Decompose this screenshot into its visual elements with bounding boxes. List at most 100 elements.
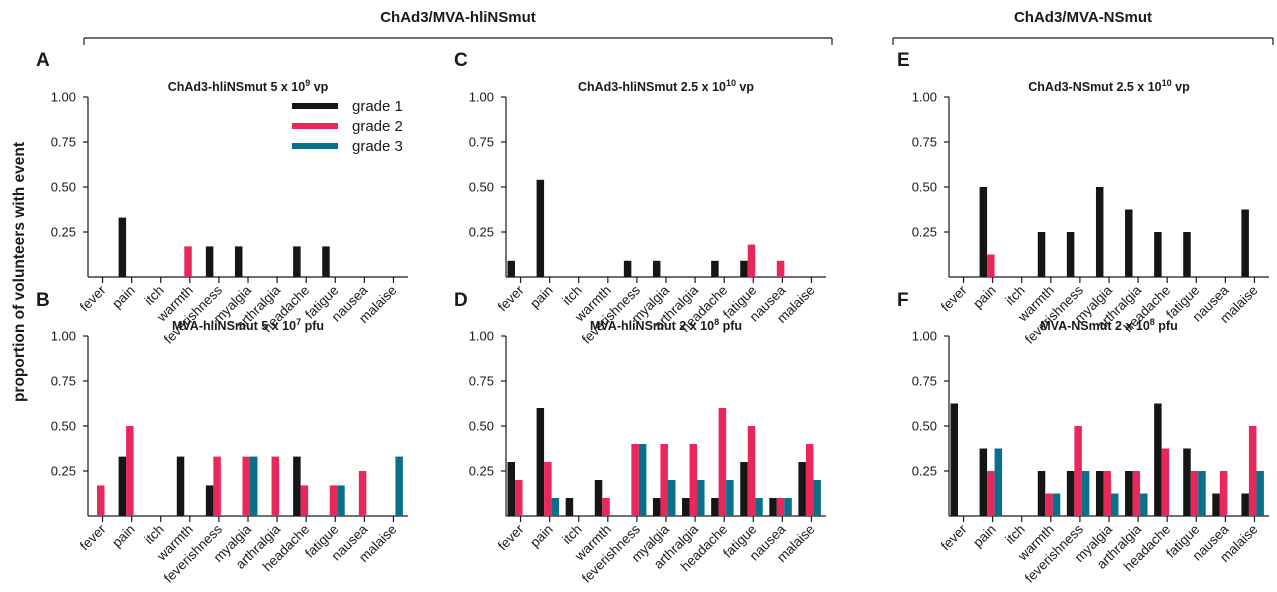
y-tick-label-f: 0.50 [912, 419, 937, 434]
bar-b-grade-1-headache [293, 456, 301, 516]
bar-b-grade-2-pain [126, 426, 134, 516]
bar-d-grade-2-myalgia [660, 444, 668, 516]
y-tick-label-c: 0.75 [469, 135, 494, 150]
bar-f-grade-1-arthralgia [1125, 471, 1133, 516]
panel-letter-e: E [897, 50, 910, 71]
bar-d-grade-3-headache [726, 480, 734, 516]
panel-c: C ChAd3-hliNSmut 2.5 x 1010 vp 1.00 0.75 0.5… [454, 50, 826, 347]
panel-title-b: MVA-hliNSmut 5 x 107 pfu [172, 317, 324, 333]
x-tick-label-b: pain [109, 522, 138, 551]
bar-c-grade-2-nausea [776, 260, 785, 277]
y-tick-label-b: 1.00 [51, 329, 76, 344]
bar-d-grade-2-warmth [602, 498, 610, 516]
bar-d-grade-3-fatigue [755, 498, 763, 516]
bar-b-grade-2-headache [300, 485, 309, 516]
legend-label-grade-2: grade 2 [352, 118, 403, 135]
bar-e-grade-2-pain [987, 254, 995, 277]
y-tick-label-d: 0.50 [469, 419, 494, 434]
bar-a-grade-1-headache [293, 246, 301, 277]
bar-c-grade-1-headache [711, 260, 719, 277]
group-title-hlinsmut: ChAd3/MVA-hliNSmut [380, 9, 536, 26]
panel-title-f: MVA-NSmut 2 x 108 pfu [1040, 317, 1177, 333]
bar-f-grade-2-arthralgia [1132, 471, 1141, 516]
y-tick-label-a: 0.50 [51, 180, 76, 195]
bar-d-grade-3-arthralgia [697, 480, 705, 516]
bar-d-grade-3-nausea [784, 498, 792, 516]
bar-f-grade-3-fatigue [1198, 471, 1206, 516]
y-tick-label-d: 0.75 [469, 374, 494, 389]
bar-f-grade-3-myalgia [1110, 493, 1119, 516]
y-tick-label-b: 0.25 [51, 464, 76, 479]
y-axis-label: proportion of volunteers with event [11, 142, 28, 402]
bar-f-grade-2-feverishness [1074, 426, 1082, 516]
bar-b-grade-1-feverishness [205, 485, 214, 516]
bar-e-grade-1-fatigue [1183, 232, 1191, 277]
bar-d-grade-1-headache [711, 498, 719, 516]
bar-f-grade-3-arthralgia [1140, 493, 1148, 516]
panel-title-a: ChAd3-hliNSmut 5 x 109 vp [168, 78, 329, 94]
bar-f-grade-3-malaise [1256, 471, 1264, 516]
x-tick-label-d: fever [495, 521, 527, 553]
bar-c-grade-1-fever [507, 260, 515, 277]
y-tick-label-a: 1.00 [51, 90, 76, 105]
bar-e-grade-1-malaise [1241, 209, 1249, 277]
bar-f-grade-3-pain [994, 448, 1003, 516]
y-tick-label-f: 0.75 [912, 374, 937, 389]
y-tick-label-a: 0.75 [51, 135, 76, 150]
x-tick-label-f: fever [938, 521, 970, 553]
x-tick-label-b: fever [77, 521, 109, 553]
panel-letter-d: D [454, 290, 468, 311]
panel-title-d: MVA-hliNSmut 2 x 108 pfu [590, 317, 742, 333]
bar-f-grade-1-malaise [1241, 493, 1249, 516]
panel-a: A ChAd3-hliNSmut 5 x 109 vp 1.00 0.75 0.50 0.… [36, 50, 408, 347]
bar-d-grade-1-fatigue [740, 462, 748, 516]
bar-f-grade-2-warmth [1045, 493, 1053, 516]
panel-title-e: ChAd3-NSmut 2.5 x 1010 vp [1028, 78, 1190, 94]
bar-d-grade-1-itch [565, 498, 574, 516]
bar-a-grade-1-fatigue [322, 246, 330, 277]
bar-c-grade-2-fatigue [747, 244, 756, 277]
legend: grade 1 grade 2 grade 3 [292, 98, 403, 155]
bar-b-grade-2-fatigue [329, 485, 338, 516]
bar-b-grade-2-fever [97, 485, 105, 516]
bar-d-grade-1-fever [507, 462, 515, 516]
y-tick-label-b: 0.50 [51, 419, 76, 434]
bar-a-grade-1-feverishness [205, 246, 214, 277]
x-tick-label-c: pain [527, 283, 556, 312]
panel-letter-b: B [36, 290, 50, 311]
x-tick-label-e: fever [938, 282, 970, 314]
bar-d-grade-2-feverishness [631, 444, 639, 516]
bar-b-grade-2-feverishness [213, 456, 221, 516]
legend-label-grade-3: grade 3 [352, 138, 403, 155]
bar-b-grade-3-myalgia [249, 456, 258, 516]
bar-f-grade-2-fatigue [1190, 471, 1199, 516]
bar-f-grade-2-pain [987, 471, 995, 516]
bar-a-grade-2-warmth [184, 246, 192, 277]
bar-e-grade-1-myalgia [1095, 187, 1104, 277]
bar-b-grade-1-warmth [176, 456, 185, 516]
y-tick-label-f: 0.25 [912, 464, 937, 479]
bar-d-grade-1-arthralgia [682, 498, 690, 516]
bar-d-grade-3-pain [551, 498, 560, 516]
bar-f-grade-1-warmth [1037, 471, 1046, 516]
bar-b-grade-2-nausea [358, 471, 367, 516]
bar-b-grade-3-malaise [395, 456, 403, 516]
bar-c-grade-1-pain [536, 179, 545, 277]
bar-d-grade-2-arthralgia [689, 444, 698, 516]
bar-f-grade-1-pain [979, 448, 988, 516]
bar-f-grade-1-myalgia [1095, 471, 1104, 516]
y-tick-label-e: 1.00 [912, 90, 937, 105]
bar-f-grade-1-headache [1154, 403, 1162, 516]
bar-f-grade-1-fatigue [1183, 448, 1191, 516]
bar-f-grade-2-nausea [1219, 471, 1228, 516]
bar-a-grade-1-myalgia [234, 246, 243, 277]
bar-f-grade-3-warmth [1052, 493, 1061, 516]
bar-b-grade-3-fatigue [337, 485, 345, 516]
bar-d-grade-2-fever [515, 480, 523, 516]
x-tick-label-d: pain [527, 522, 556, 551]
panel-b: B MVA-hliNSmut 5 x 107 pfu 1.00 0.75 0.50 0.2… [36, 290, 408, 586]
bar-d-grade-2-malaise [805, 444, 814, 516]
x-tick-label-a: pain [109, 283, 138, 312]
y-tick-label-c: 1.00 [469, 90, 494, 105]
bar-d-grade-2-headache [718, 408, 727, 516]
